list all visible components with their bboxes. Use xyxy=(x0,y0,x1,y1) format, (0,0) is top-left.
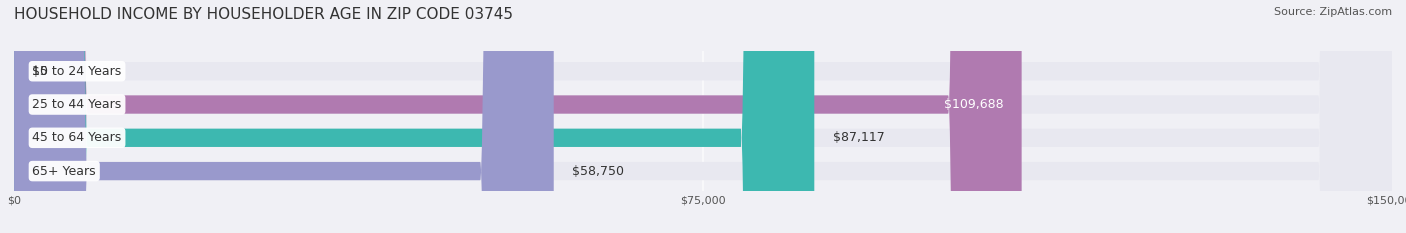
FancyBboxPatch shape xyxy=(14,0,1392,233)
Text: 45 to 64 Years: 45 to 64 Years xyxy=(32,131,122,144)
FancyBboxPatch shape xyxy=(14,0,814,233)
Text: $109,688: $109,688 xyxy=(943,98,1004,111)
FancyBboxPatch shape xyxy=(14,0,1392,233)
FancyBboxPatch shape xyxy=(14,0,1392,233)
Text: Source: ZipAtlas.com: Source: ZipAtlas.com xyxy=(1274,7,1392,17)
Text: 65+ Years: 65+ Years xyxy=(32,164,96,178)
FancyBboxPatch shape xyxy=(14,0,1392,233)
Text: $0: $0 xyxy=(32,65,48,78)
Text: $87,117: $87,117 xyxy=(832,131,884,144)
FancyBboxPatch shape xyxy=(14,0,554,233)
FancyBboxPatch shape xyxy=(14,0,1022,233)
Text: 25 to 44 Years: 25 to 44 Years xyxy=(32,98,122,111)
Text: 15 to 24 Years: 15 to 24 Years xyxy=(32,65,122,78)
Text: HOUSEHOLD INCOME BY HOUSEHOLDER AGE IN ZIP CODE 03745: HOUSEHOLD INCOME BY HOUSEHOLDER AGE IN Z… xyxy=(14,7,513,22)
Text: $58,750: $58,750 xyxy=(572,164,624,178)
